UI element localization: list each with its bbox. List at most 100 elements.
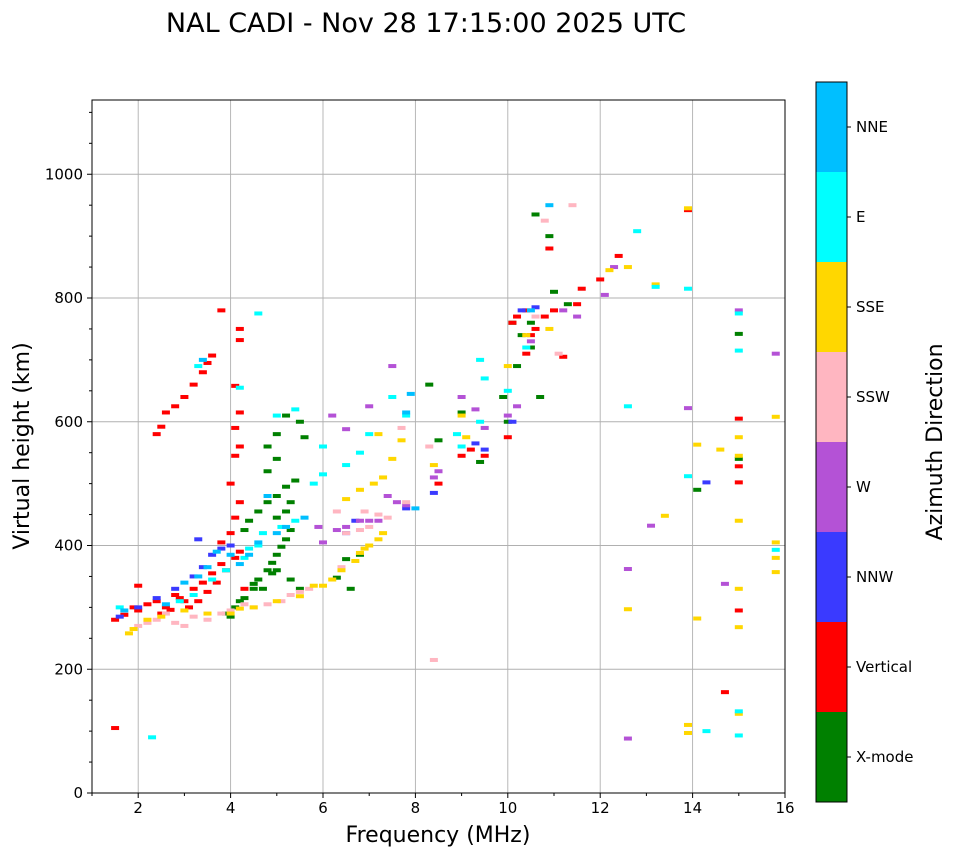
data-point-ssw bbox=[332, 509, 341, 514]
data-point-e bbox=[258, 531, 267, 536]
data-point-sse bbox=[734, 711, 743, 716]
data-point-vertical bbox=[111, 617, 120, 622]
data-point-x-mode bbox=[295, 419, 304, 424]
data-point-ssw bbox=[554, 351, 563, 356]
data-point-vertical bbox=[171, 593, 180, 597]
chart-title: NAL CADI - Nov 28 17:15:00 2025 UTC bbox=[166, 8, 686, 39]
data-point-sse bbox=[545, 326, 554, 331]
colorbar-segment-nnw bbox=[816, 532, 847, 622]
data-point-sse bbox=[683, 206, 692, 211]
data-point-vertical bbox=[111, 726, 120, 731]
data-point-nnw bbox=[471, 441, 480, 446]
data-point-ssw bbox=[217, 611, 226, 616]
data-point-vertical bbox=[171, 404, 180, 409]
data-point-sse bbox=[129, 627, 138, 632]
data-point-nne bbox=[545, 203, 554, 208]
data-point-ssw bbox=[568, 203, 577, 208]
data-point-x-mode bbox=[258, 586, 267, 591]
data-point-nne bbox=[180, 580, 189, 585]
data-point-vertical bbox=[189, 586, 198, 591]
data-point-vertical bbox=[559, 354, 568, 359]
data-point-vertical bbox=[157, 424, 166, 429]
data-point-w bbox=[513, 404, 522, 409]
data-point-sse bbox=[693, 616, 702, 621]
x-tick-label: 12 bbox=[591, 799, 610, 817]
data-point-x-mode bbox=[425, 382, 434, 387]
data-point-nnw bbox=[531, 305, 540, 310]
data-point-ssw bbox=[531, 314, 540, 319]
data-point-sse bbox=[429, 463, 438, 468]
data-point-ssw bbox=[397, 425, 406, 430]
data-point-nne bbox=[526, 308, 535, 313]
data-point-sse bbox=[462, 435, 471, 440]
x-tick-label: 14 bbox=[683, 799, 702, 817]
data-point-e bbox=[633, 229, 642, 234]
data-point-sse bbox=[369, 481, 378, 486]
data-point-vertical bbox=[545, 246, 554, 251]
data-point-nne bbox=[161, 602, 170, 607]
data-point-nnw bbox=[517, 308, 526, 313]
data-point-e bbox=[480, 376, 489, 381]
data-point-ssw bbox=[365, 524, 374, 529]
data-point-nne bbox=[203, 565, 212, 570]
data-point-vertical bbox=[143, 602, 152, 607]
y-tick-label: 200 bbox=[54, 660, 83, 678]
data-point-x-mode bbox=[282, 509, 291, 514]
data-point-ssw bbox=[360, 509, 369, 514]
data-point-sse bbox=[374, 537, 383, 542]
data-point-vertical bbox=[720, 690, 729, 695]
colorbar-label: NNE bbox=[856, 118, 888, 136]
data-point-w bbox=[623, 567, 632, 572]
data-point-vertical bbox=[134, 608, 143, 613]
data-point-e bbox=[476, 357, 485, 362]
data-point-nne bbox=[300, 515, 309, 520]
data-point-sse bbox=[734, 625, 743, 630]
data-point-vertical bbox=[212, 580, 221, 585]
colorbar-segment-sse bbox=[816, 262, 847, 352]
colorbar-label: E bbox=[856, 208, 865, 226]
data-point-sse bbox=[771, 414, 780, 419]
data-point-x-mode bbox=[342, 557, 351, 562]
data-point-x-mode bbox=[291, 478, 300, 483]
data-points bbox=[111, 203, 780, 741]
data-point-nne bbox=[411, 506, 420, 511]
data-point-w bbox=[573, 314, 582, 319]
data-point-vertical bbox=[457, 453, 466, 458]
data-point-x-mode bbox=[231, 605, 240, 610]
data-point-nne bbox=[263, 494, 272, 498]
x-tick-label: 8 bbox=[411, 799, 421, 817]
x-axis-title: Frequency (MHz) bbox=[346, 823, 531, 848]
colorbar-label: Vertical bbox=[856, 658, 912, 676]
data-point-sse bbox=[693, 442, 702, 447]
data-point-ssw bbox=[152, 617, 161, 622]
data-point-x-mode bbox=[272, 568, 281, 573]
data-point-e bbox=[342, 463, 351, 468]
data-point-x-mode bbox=[531, 212, 540, 217]
data-point-w bbox=[720, 581, 729, 586]
data-point-nne bbox=[212, 549, 221, 554]
data-point-sse bbox=[457, 413, 466, 418]
data-point-w bbox=[388, 364, 397, 369]
data-point-nnw bbox=[702, 480, 711, 485]
data-point-nne bbox=[282, 524, 291, 529]
colorbar-label: X-mode bbox=[856, 748, 913, 766]
data-point-sse bbox=[374, 432, 383, 437]
data-point-sse bbox=[124, 631, 133, 636]
data-point-x-mode bbox=[693, 487, 702, 492]
data-point-vertical bbox=[161, 410, 170, 415]
grid-lines bbox=[92, 100, 785, 793]
data-point-x-mode bbox=[268, 571, 277, 576]
data-point-sse bbox=[249, 605, 258, 610]
data-point-x-mode bbox=[272, 432, 281, 437]
data-point-nne bbox=[245, 552, 254, 557]
data-point-vertical bbox=[208, 353, 217, 358]
data-point-e bbox=[254, 311, 263, 316]
colorbar-segment-w bbox=[816, 442, 847, 532]
data-point-sse bbox=[379, 531, 388, 536]
data-point-x-mode bbox=[300, 435, 309, 440]
data-point-w bbox=[623, 736, 632, 741]
data-point-vertical bbox=[526, 333, 535, 338]
data-point-vertical bbox=[522, 308, 531, 313]
data-point-w bbox=[457, 395, 466, 399]
data-point-x-mode bbox=[254, 577, 263, 582]
